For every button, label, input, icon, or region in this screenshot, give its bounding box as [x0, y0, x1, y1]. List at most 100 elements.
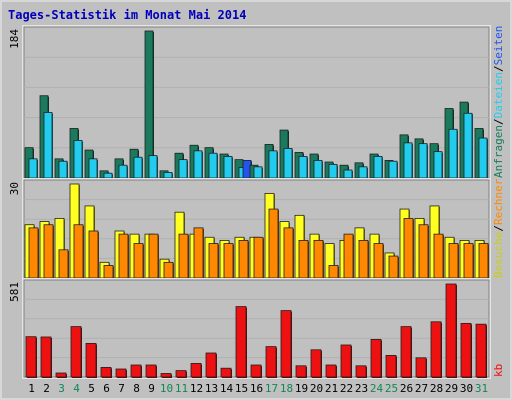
bar-rechner-body: [433, 233, 444, 279]
bar-dateien-body: [403, 142, 413, 179]
x-tick-label: 29: [445, 382, 458, 395]
x-tick-label: 8: [133, 382, 140, 395]
x-tick-label: 11: [175, 382, 188, 395]
bar-dateien-body: [58, 160, 68, 179]
day-14-bars: [219, 239, 234, 279]
x-tick-label: 13: [205, 382, 218, 395]
day-7-bars: [114, 230, 129, 279]
bar-kb-body: [250, 364, 262, 378]
day-31-bars: [475, 323, 487, 378]
bar-rechner: [433, 233, 444, 279]
bar-kb: [430, 321, 442, 378]
bar-dateien-body: [343, 169, 353, 179]
x-tick-label: 15: [235, 382, 248, 395]
day-17-bars: [265, 346, 277, 378]
day-21-bars: [325, 364, 337, 378]
bar-kb-body: [115, 368, 127, 378]
day-20-bars: [310, 349, 322, 378]
bar-dateien: [58, 160, 68, 179]
bar-kb-body: [175, 370, 187, 378]
bar-dateien-body: [43, 112, 53, 179]
day-20-bars: [309, 233, 324, 279]
bar-rechner: [283, 227, 294, 279]
day-16-bars: [250, 364, 262, 378]
bar-rechner-body: [163, 261, 174, 279]
bar-rechner: [253, 236, 264, 279]
bar-dateien: [28, 158, 38, 179]
bar-dateien: [43, 112, 53, 179]
bar-rechner: [88, 230, 99, 279]
bar-rechner: [403, 218, 414, 279]
bar-kb-body: [145, 364, 157, 378]
bar-dateien-body: [88, 158, 98, 179]
bar-kb: [220, 367, 232, 378]
bar-dateien-body: [208, 152, 218, 179]
bar-rechner: [58, 249, 69, 279]
day-12-bars: [190, 362, 202, 378]
bar-kb: [310, 349, 322, 378]
x-tick-label: 18: [280, 382, 293, 395]
x-tick-label: 12: [190, 382, 203, 395]
legend-label: Anfragen: [492, 125, 505, 178]
bar-kb: [40, 336, 52, 378]
bar-rechner-body: [298, 239, 309, 279]
legend-label: Rechner: [492, 178, 505, 225]
bar-dateien-body: [418, 143, 428, 179]
day-9-bars: [145, 364, 157, 378]
bar-dateien-body: [193, 150, 203, 179]
x-tick-label: 17: [265, 382, 278, 395]
bar-rechner: [43, 224, 54, 279]
day-29-bars: [445, 283, 457, 378]
bar-kb: [85, 342, 97, 378]
x-tick-label: 30: [460, 382, 473, 395]
bar-rechner-body: [193, 227, 204, 279]
bars: [25, 283, 487, 378]
bar-rechner: [193, 227, 204, 279]
bar-kb: [70, 326, 82, 378]
day-4-bars: [70, 326, 82, 378]
day-16-bars: [249, 236, 264, 279]
x-tick-label: 23: [355, 382, 368, 395]
bar-dateien: [388, 160, 398, 179]
day-18-bars: [280, 310, 292, 378]
bar-dateien-body: [358, 166, 368, 179]
bar-kb-body: [430, 321, 442, 378]
x-tick-label: 9: [148, 382, 155, 395]
bar-kb: [400, 326, 412, 378]
bar-kb: [475, 323, 487, 378]
legend-label: /: [492, 118, 505, 125]
day-25-bars: [385, 354, 397, 378]
day-5-bars: [85, 342, 97, 378]
x-tick-label: 4: [73, 382, 80, 395]
bar-kb-body: [400, 326, 412, 378]
bar-dateien: [88, 158, 98, 179]
bar-kb: [250, 364, 262, 378]
bar-rechner: [343, 233, 354, 279]
bar-rechner-body: [28, 227, 39, 279]
bar-dateien: [463, 112, 473, 179]
bar-kb: [370, 338, 382, 378]
day-14-bars: [219, 153, 233, 179]
bar-kb-body: [40, 336, 52, 378]
bar-rechner: [163, 261, 174, 279]
legend-label: kb: [492, 364, 505, 377]
day-10-bars: [160, 373, 172, 378]
bar-kb: [145, 364, 157, 378]
bar-rechner: [28, 227, 39, 279]
bar-rechner-body: [403, 218, 414, 279]
bar-dateien: [298, 156, 308, 179]
bar-dateien: [118, 164, 128, 179]
day-27-bars: [414, 218, 429, 279]
bar-rechner: [208, 243, 219, 279]
day-22-bars: [340, 344, 352, 378]
bar-rechner-body: [448, 243, 459, 279]
bar-rechner: [178, 233, 189, 279]
day-26-bars: [399, 208, 414, 279]
bar-kb-body: [55, 372, 67, 378]
bar-dateien-body: [148, 155, 158, 179]
day-9-bars: [144, 233, 159, 279]
bar-kb-body: [370, 338, 382, 378]
day-3-bars: [54, 158, 68, 179]
day-4-bars: [69, 128, 83, 179]
